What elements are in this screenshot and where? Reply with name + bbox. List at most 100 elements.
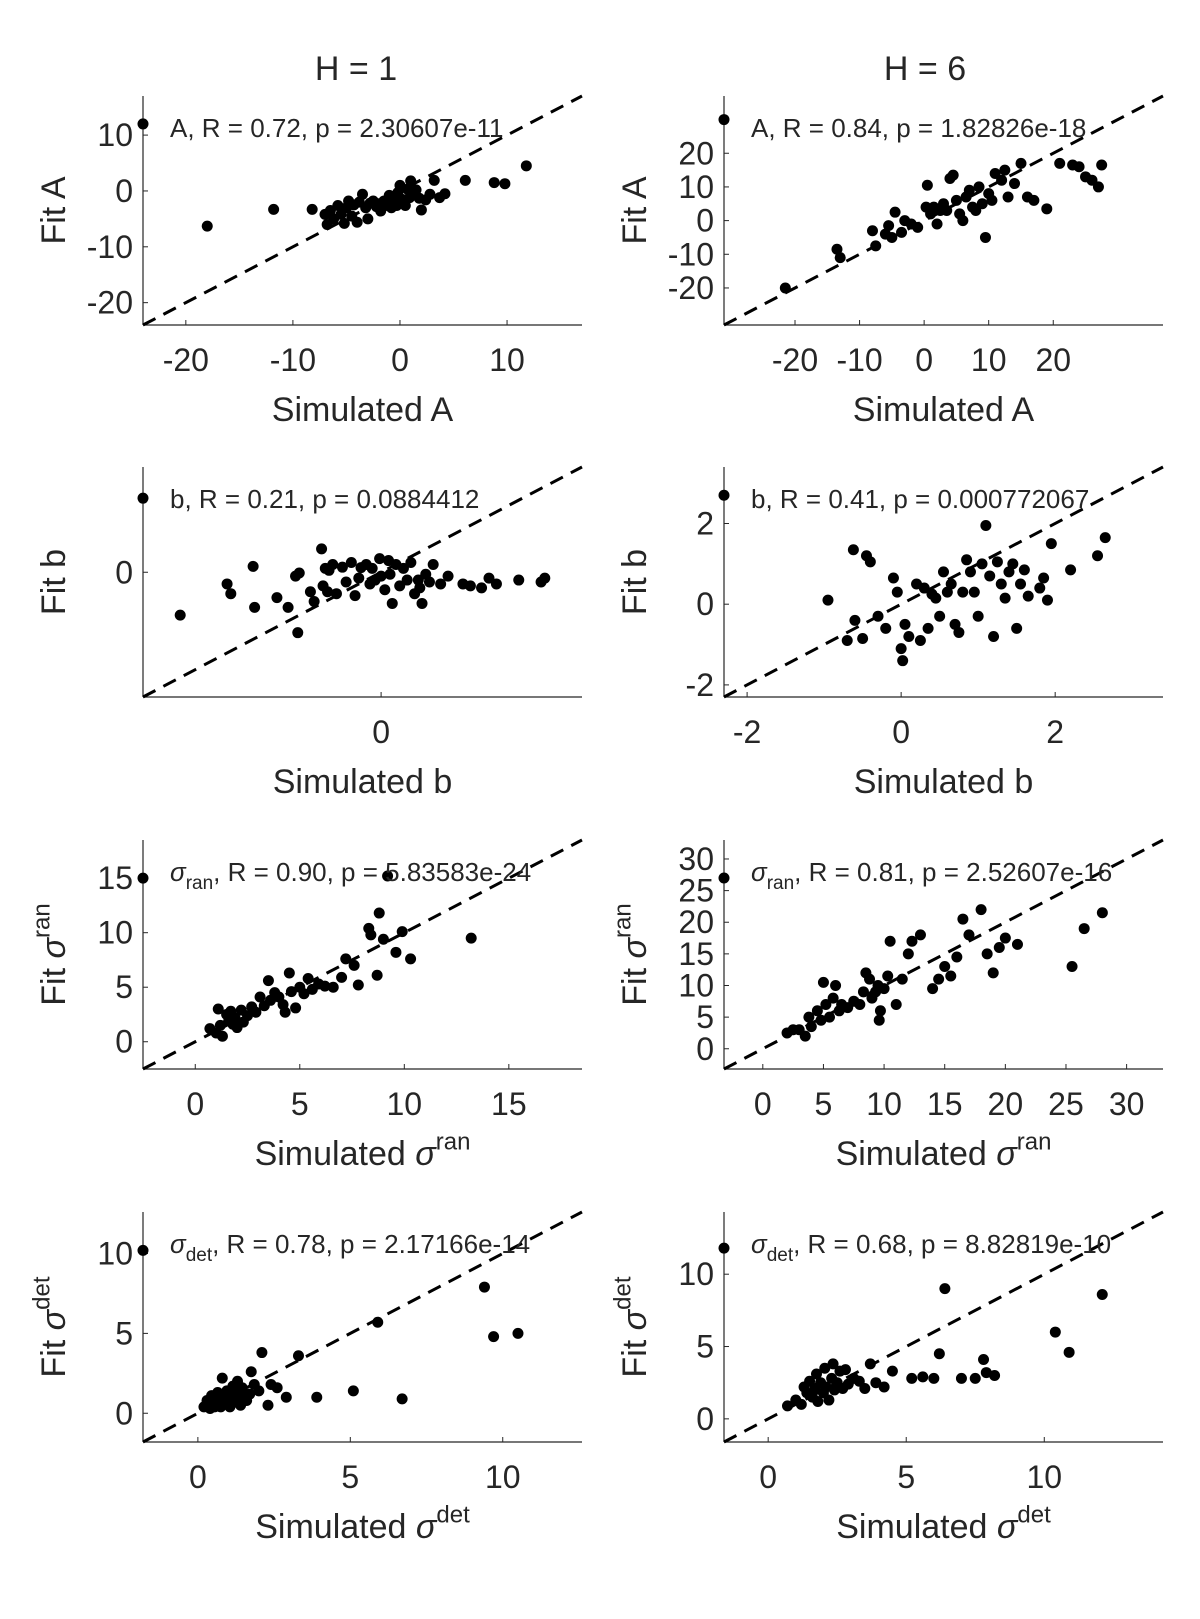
data-point bbox=[379, 584, 391, 596]
data-point bbox=[950, 194, 962, 206]
data-point bbox=[490, 578, 502, 590]
data-point bbox=[282, 601, 294, 613]
data-point bbox=[1065, 564, 1077, 576]
x-tick-label: 0 bbox=[372, 714, 390, 750]
y-axis-label: Fit σdet bbox=[29, 1276, 73, 1377]
data-point bbox=[415, 204, 427, 216]
data-point bbox=[1096, 907, 1108, 919]
y-tick-label: 0 bbox=[696, 586, 714, 622]
data-point bbox=[396, 926, 408, 938]
data-point bbox=[827, 992, 839, 1004]
x-axis-label: Simulated σran bbox=[836, 1129, 1052, 1173]
data-point bbox=[1092, 550, 1104, 562]
data-point bbox=[348, 959, 360, 971]
data-point bbox=[957, 215, 969, 227]
data-point bbox=[280, 1391, 292, 1403]
data-point bbox=[262, 975, 274, 987]
data-point bbox=[1049, 1326, 1061, 1338]
data-point bbox=[917, 1371, 929, 1383]
x-tick-label: 0 bbox=[915, 342, 933, 378]
data-point bbox=[803, 1011, 815, 1023]
data-point bbox=[512, 1327, 524, 1339]
data-point bbox=[827, 1358, 839, 1370]
data-point bbox=[201, 220, 213, 232]
x-axis-label: Simulated σdet bbox=[255, 1502, 470, 1546]
data-point bbox=[961, 554, 973, 566]
data-point bbox=[819, 1362, 831, 1374]
data-point bbox=[795, 1398, 807, 1410]
y-axis-label: Fit A bbox=[35, 176, 73, 244]
data-point bbox=[390, 946, 402, 958]
data-point bbox=[410, 184, 422, 196]
identity-line bbox=[723, 94, 1164, 327]
data-point bbox=[1073, 161, 1085, 173]
data-point bbox=[513, 574, 525, 586]
data-point bbox=[886, 1365, 898, 1377]
data-point bbox=[964, 566, 976, 578]
data-point bbox=[322, 586, 334, 598]
data-point bbox=[859, 1382, 871, 1394]
data-point bbox=[1078, 923, 1090, 935]
data-point bbox=[427, 558, 439, 570]
data-point bbox=[1015, 157, 1027, 169]
data-point bbox=[963, 929, 975, 941]
data-point bbox=[979, 231, 991, 243]
x-tick-label: 10 bbox=[387, 1086, 423, 1122]
data-point bbox=[137, 1244, 149, 1256]
data-point bbox=[947, 169, 959, 181]
data-point bbox=[887, 572, 899, 584]
y-tick-label: 10 bbox=[678, 967, 714, 1003]
data-point bbox=[1096, 159, 1108, 171]
data-point bbox=[216, 1030, 228, 1042]
data-point bbox=[945, 578, 957, 590]
data-point bbox=[934, 610, 946, 622]
data-point bbox=[488, 177, 500, 189]
data-point bbox=[823, 1394, 835, 1406]
y-axis-label: Fit b bbox=[35, 549, 73, 615]
data-point bbox=[1054, 157, 1066, 169]
panel-annotation: b, R = 0.41, p = 0.000772067 bbox=[751, 484, 1089, 514]
data-point bbox=[880, 622, 892, 634]
data-point bbox=[214, 1019, 226, 1031]
data-point bbox=[306, 203, 318, 215]
x-tick-label: 15 bbox=[927, 1086, 963, 1122]
data-point bbox=[864, 973, 876, 985]
data-point bbox=[254, 991, 266, 1003]
data-point bbox=[250, 1006, 262, 1018]
panel-annotation: σran, R = 0.90, p = 5.83583e-24 bbox=[170, 857, 531, 894]
x-tick-label: 5 bbox=[341, 1459, 359, 1495]
y-tick-label: 0 bbox=[115, 554, 133, 590]
data-point bbox=[1034, 582, 1046, 594]
x-tick-label: 0 bbox=[759, 1459, 777, 1495]
data-point bbox=[973, 181, 985, 193]
data-point bbox=[338, 217, 350, 229]
x-axis-label: Simulated σdet bbox=[836, 1502, 1051, 1546]
x-axis-label: Simulated b bbox=[273, 763, 453, 801]
y-axis-label: Fit σran bbox=[610, 903, 654, 1005]
data-point bbox=[439, 188, 451, 200]
data-point bbox=[1041, 203, 1053, 215]
data-point bbox=[311, 1391, 323, 1403]
data-point bbox=[1007, 558, 1019, 570]
data-point bbox=[988, 630, 1000, 642]
data-point bbox=[416, 597, 428, 609]
data-point bbox=[340, 953, 352, 965]
data-point bbox=[882, 970, 894, 982]
data-point bbox=[1015, 578, 1027, 590]
data-point bbox=[405, 175, 417, 187]
y-tick-label: -2 bbox=[686, 667, 714, 703]
data-point bbox=[864, 1358, 876, 1370]
y-tick-label: 0 bbox=[115, 173, 133, 209]
data-point bbox=[812, 1395, 824, 1407]
data-point bbox=[999, 932, 1011, 944]
y-tick-label: 10 bbox=[97, 1236, 133, 1272]
x-tick-label: 10 bbox=[489, 342, 525, 378]
y-tick-label: 10 bbox=[97, 915, 133, 951]
data-point bbox=[365, 929, 377, 941]
data-point bbox=[941, 205, 953, 216]
data-point bbox=[1063, 1346, 1075, 1358]
data-point bbox=[980, 1367, 992, 1379]
panel-annotation: σdet, R = 0.78, p = 2.17166e-14 bbox=[170, 1229, 530, 1266]
